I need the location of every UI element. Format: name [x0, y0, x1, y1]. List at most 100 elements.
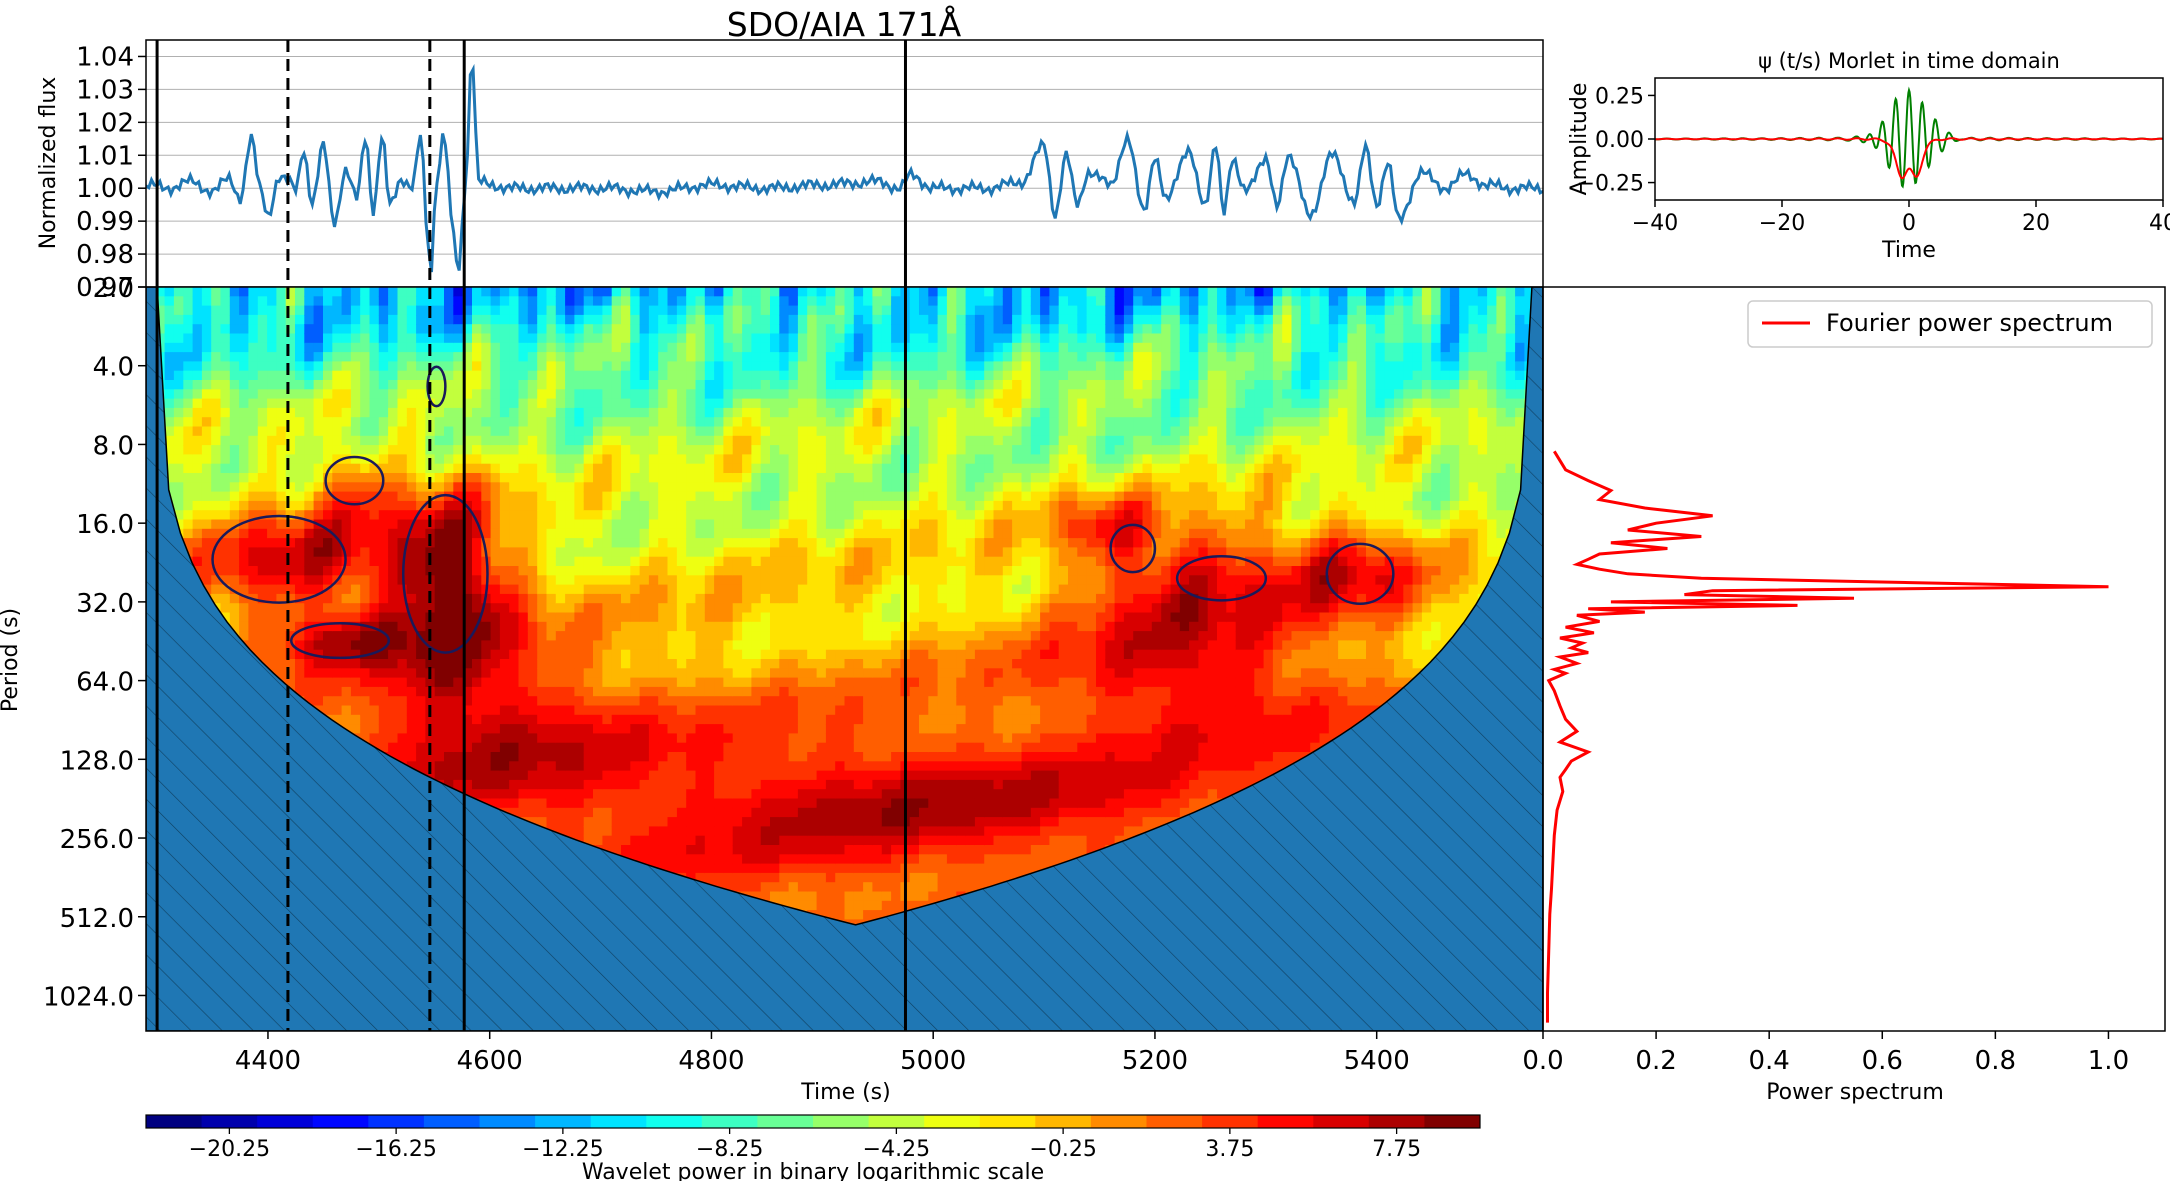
wavelet-power-cell	[350, 370, 361, 381]
wavelet-power-cell	[416, 556, 426, 567]
wavelet-power-cell	[173, 500, 184, 511]
wavelet-power-cell	[565, 287, 575, 297]
wavelet-power-cell	[276, 575, 287, 586]
wavelet-power-cell	[388, 491, 398, 502]
wavelet-power-cell	[388, 528, 398, 539]
wavelet-power-cell	[378, 593, 389, 604]
wavelet-power-cell	[360, 519, 371, 530]
wavelet-power-cell	[602, 454, 613, 465]
wavelet-power-cell	[257, 296, 268, 307]
wavelet-power-cell	[472, 324, 482, 335]
wavelet-power-cell	[630, 677, 641, 688]
wavelet-power-cell	[472, 696, 482, 707]
wavelet-power-cell	[341, 566, 352, 576]
wavelet-power-cell	[630, 733, 641, 744]
wavelet-power-cell	[416, 314, 426, 325]
wavelet-power-cell	[537, 389, 548, 400]
wavelet-power-cell	[313, 473, 324, 483]
wavelet-power-cell	[509, 807, 520, 818]
wavelet-power-cell	[518, 519, 529, 530]
wavelet-power-cell	[695, 724, 706, 734]
wavelet-power-cell	[555, 798, 566, 809]
wavelet-power-cell	[276, 603, 287, 614]
wavelet-power-cell	[462, 342, 473, 353]
wavelet-power-cell	[509, 659, 520, 669]
wavelet-power-cell	[472, 752, 482, 762]
wavelet-power-cell	[406, 342, 417, 353]
wavelet-power-cell	[555, 463, 566, 474]
wavelet-power-cell	[285, 593, 296, 604]
wavelet-power-cell	[201, 538, 212, 548]
wavelet-power-cell	[406, 370, 417, 381]
wavelet-power-cell	[630, 789, 641, 800]
wavelet-power-cell	[462, 352, 473, 362]
wavelet-power-cell	[220, 435, 231, 446]
wavelet-power-cell	[295, 426, 305, 437]
wavelet-power-cell	[621, 566, 631, 576]
wavelet-power-cell	[593, 835, 603, 846]
wavelet-power-cell	[397, 491, 408, 502]
wavelet-power-cell	[667, 547, 678, 558]
wavelet-power-cell	[332, 491, 343, 502]
wavelet-power-cell	[704, 854, 715, 865]
wavelet-power-cell	[537, 705, 548, 716]
wavelet-power-cell	[341, 389, 352, 400]
wavelet-power-cell	[537, 779, 548, 790]
wavelet-power-cell	[714, 342, 724, 353]
wavelet-power-cell	[602, 631, 613, 641]
wavelet-power-cell	[676, 603, 687, 614]
wavelet-power-cell	[369, 575, 380, 586]
wavelet-power-cell	[714, 333, 724, 344]
wavelet-power-cell	[201, 510, 212, 521]
wavelet-power-cell	[267, 659, 277, 669]
wavelet-power-cell	[630, 426, 641, 437]
wavelet-power-cell	[332, 612, 343, 623]
wavelet-power-cell	[388, 584, 398, 595]
wavelet-power-cell	[658, 770, 669, 781]
wavelet-power-cell	[276, 593, 287, 604]
wavelet-power-cell	[257, 547, 268, 558]
wavelet-power-cell	[453, 352, 464, 362]
wavelet-power-cell	[658, 817, 669, 827]
wavelet-power-cell	[499, 603, 510, 614]
wavelet-power-cell	[648, 333, 659, 344]
wavelet-power-cell	[630, 556, 641, 567]
wavelet-power-cell	[304, 445, 315, 455]
wavelet-power-cell	[267, 287, 277, 297]
wavelet-power-cell	[527, 631, 538, 641]
wavelet-power-cell	[518, 342, 529, 353]
wavelet-power-cell	[527, 714, 538, 725]
wavelet-power-cell	[313, 463, 324, 474]
wavelet-power-cell	[341, 593, 352, 604]
wavelet-power-cell	[481, 510, 492, 521]
wavelet-power-cell	[481, 417, 492, 428]
wavelet-power-cell	[630, 603, 641, 614]
wavelet-power-cell	[546, 500, 557, 511]
wavelet-power-cell	[667, 361, 678, 372]
wavelet-power-cell	[164, 435, 175, 446]
light-curve-series-line	[146, 63, 1543, 273]
wavelet-power-cell	[323, 314, 333, 325]
wavelet-power-cell	[611, 473, 622, 483]
wavelet-power-cell	[341, 519, 352, 530]
wavelet-power-cell	[369, 482, 380, 493]
wavelet-power-cell	[695, 789, 706, 800]
wavelet-power-cell	[192, 463, 203, 474]
wavelet-power-cell	[676, 845, 687, 855]
wavelet-power-cell	[416, 352, 426, 362]
wavelet-power-cell	[546, 510, 557, 521]
wavelet-power-cell	[583, 547, 594, 558]
wavelet-power-cell	[285, 287, 296, 297]
wavelet-power-cell	[602, 575, 613, 586]
wavelet-power-cell	[565, 370, 575, 381]
wavelet-power-cell	[472, 407, 482, 418]
wavelet-power-cell	[611, 491, 622, 502]
wavelet-power-cell	[621, 733, 631, 744]
wavelet-power-cell	[481, 640, 492, 651]
wavelet-power-cell	[686, 491, 697, 502]
wavelet-power-cell	[704, 547, 715, 558]
wavelet-power-cell	[546, 296, 557, 307]
wavelet-power-cell	[285, 342, 296, 353]
wavelet-power-cell	[667, 473, 678, 483]
wavelet-power-cell	[686, 454, 697, 465]
